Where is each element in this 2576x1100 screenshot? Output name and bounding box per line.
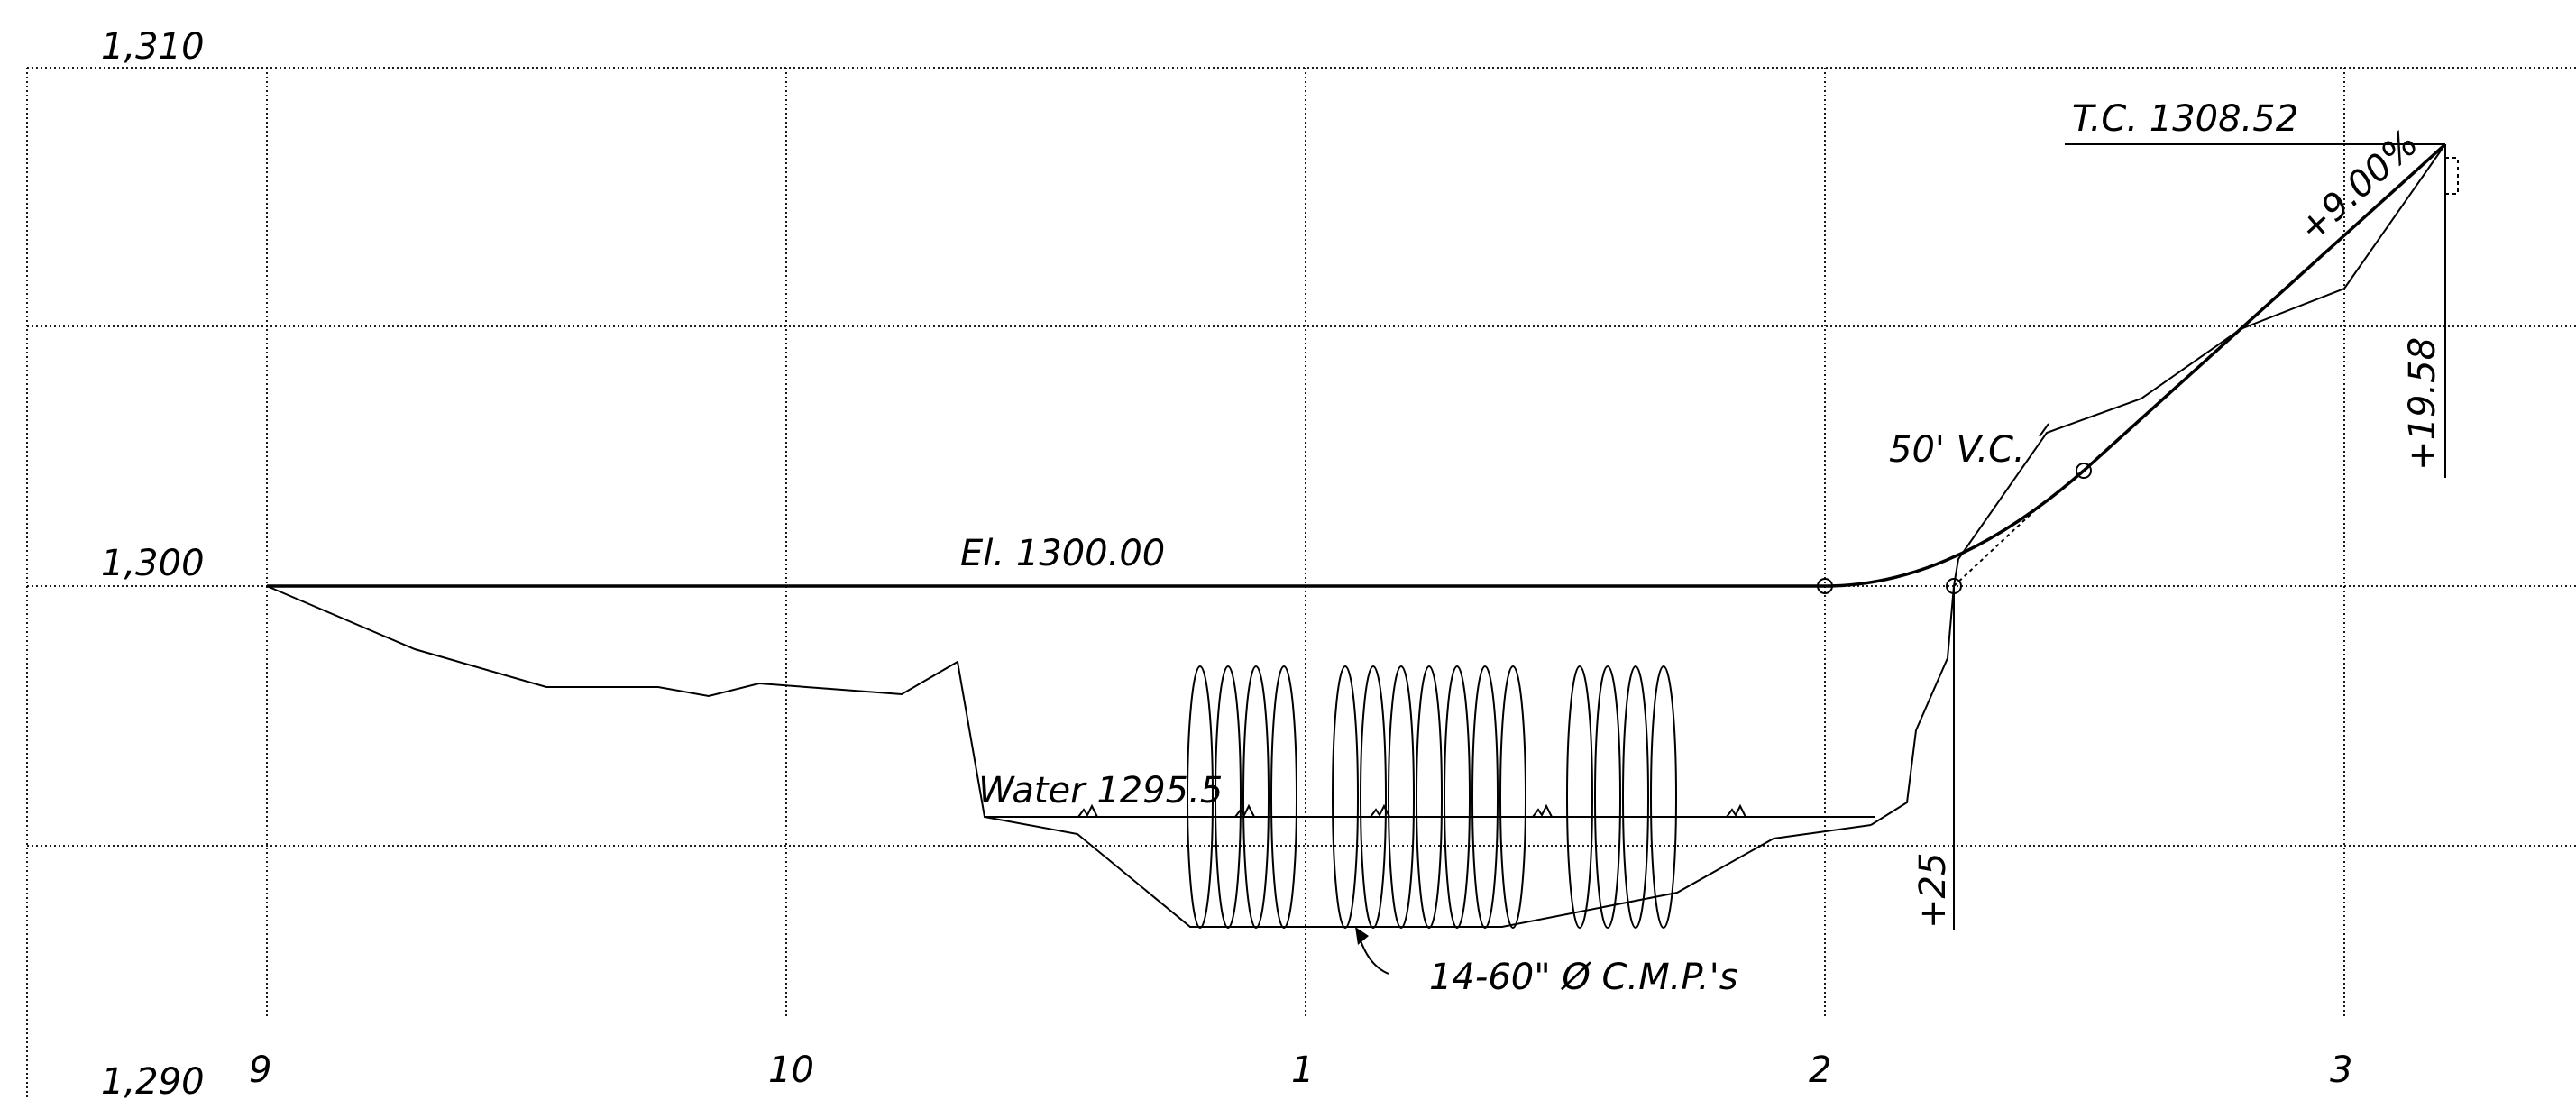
tc-marker-box [2444,157,2459,195]
elevation-label-1310: 1,310 [101,26,205,68]
existing-ground-left [266,585,1872,928]
culvert-pipe [1622,665,1649,929]
culvert-pipe [1499,665,1526,929]
culvert-pipes [1187,665,1677,929]
culvert-pipe [1215,665,1242,929]
culvert-pipe [1388,665,1415,929]
culvert-pipe [1416,665,1443,929]
station-label-10: 10 [768,1050,814,1091]
grade-percent-label: +9.00% [2291,123,2426,251]
offset-25-label: +25 [1912,853,1954,929]
vc-label-leader [2039,423,2049,437]
culvert-pipe [1650,665,1677,929]
elevation-label-1290: 1,290 [101,1061,205,1100]
culvert-pipe [1566,665,1593,929]
top-of-curb-label: T.C. 1308.52 [2072,98,2298,140]
station-label-2: 2 [1809,1050,1831,1091]
elevation-label-1300: 1,300 [101,543,205,584]
water-wave [1726,803,1746,818]
offset-1958-label: +19.58 [2402,337,2443,471]
design-grade [267,142,2447,594]
water-elevation-label: Water 1295.5 [978,770,1223,811]
pvc-point [1817,578,1833,594]
station-label-3: 3 [2330,1050,2352,1091]
grade-line-9pct [2082,142,2447,472]
water-wave [1077,803,1098,818]
culvert-pipe [1471,665,1499,929]
culvert-pipe [1444,665,1471,929]
elevation-label: El. 1300.00 [960,533,1165,574]
vertical-curve [1824,469,2086,588]
existing-ground-right [1870,143,2446,826]
pvt-point [2076,463,2092,479]
culvert-pipe [1187,665,1214,929]
culvert-label: 14-60" Ø C.M.P.'s [1429,957,1738,998]
grid [26,67,2576,1100]
culvert-leader-arrow [1355,927,1369,945]
culvert-pipe [1360,665,1387,929]
water-wave [1532,803,1553,818]
station-label-1: 1 [1291,1050,1314,1091]
culvert-pipe [1332,665,1359,929]
water-wave [1234,803,1255,818]
vertical-curve-label: 50' V.C. [1889,429,2025,471]
culvert-pipe [1270,665,1297,929]
station-label-9: 9 [249,1050,271,1091]
culvert-pipe [1594,665,1621,929]
culvert-pipe [1242,665,1270,929]
